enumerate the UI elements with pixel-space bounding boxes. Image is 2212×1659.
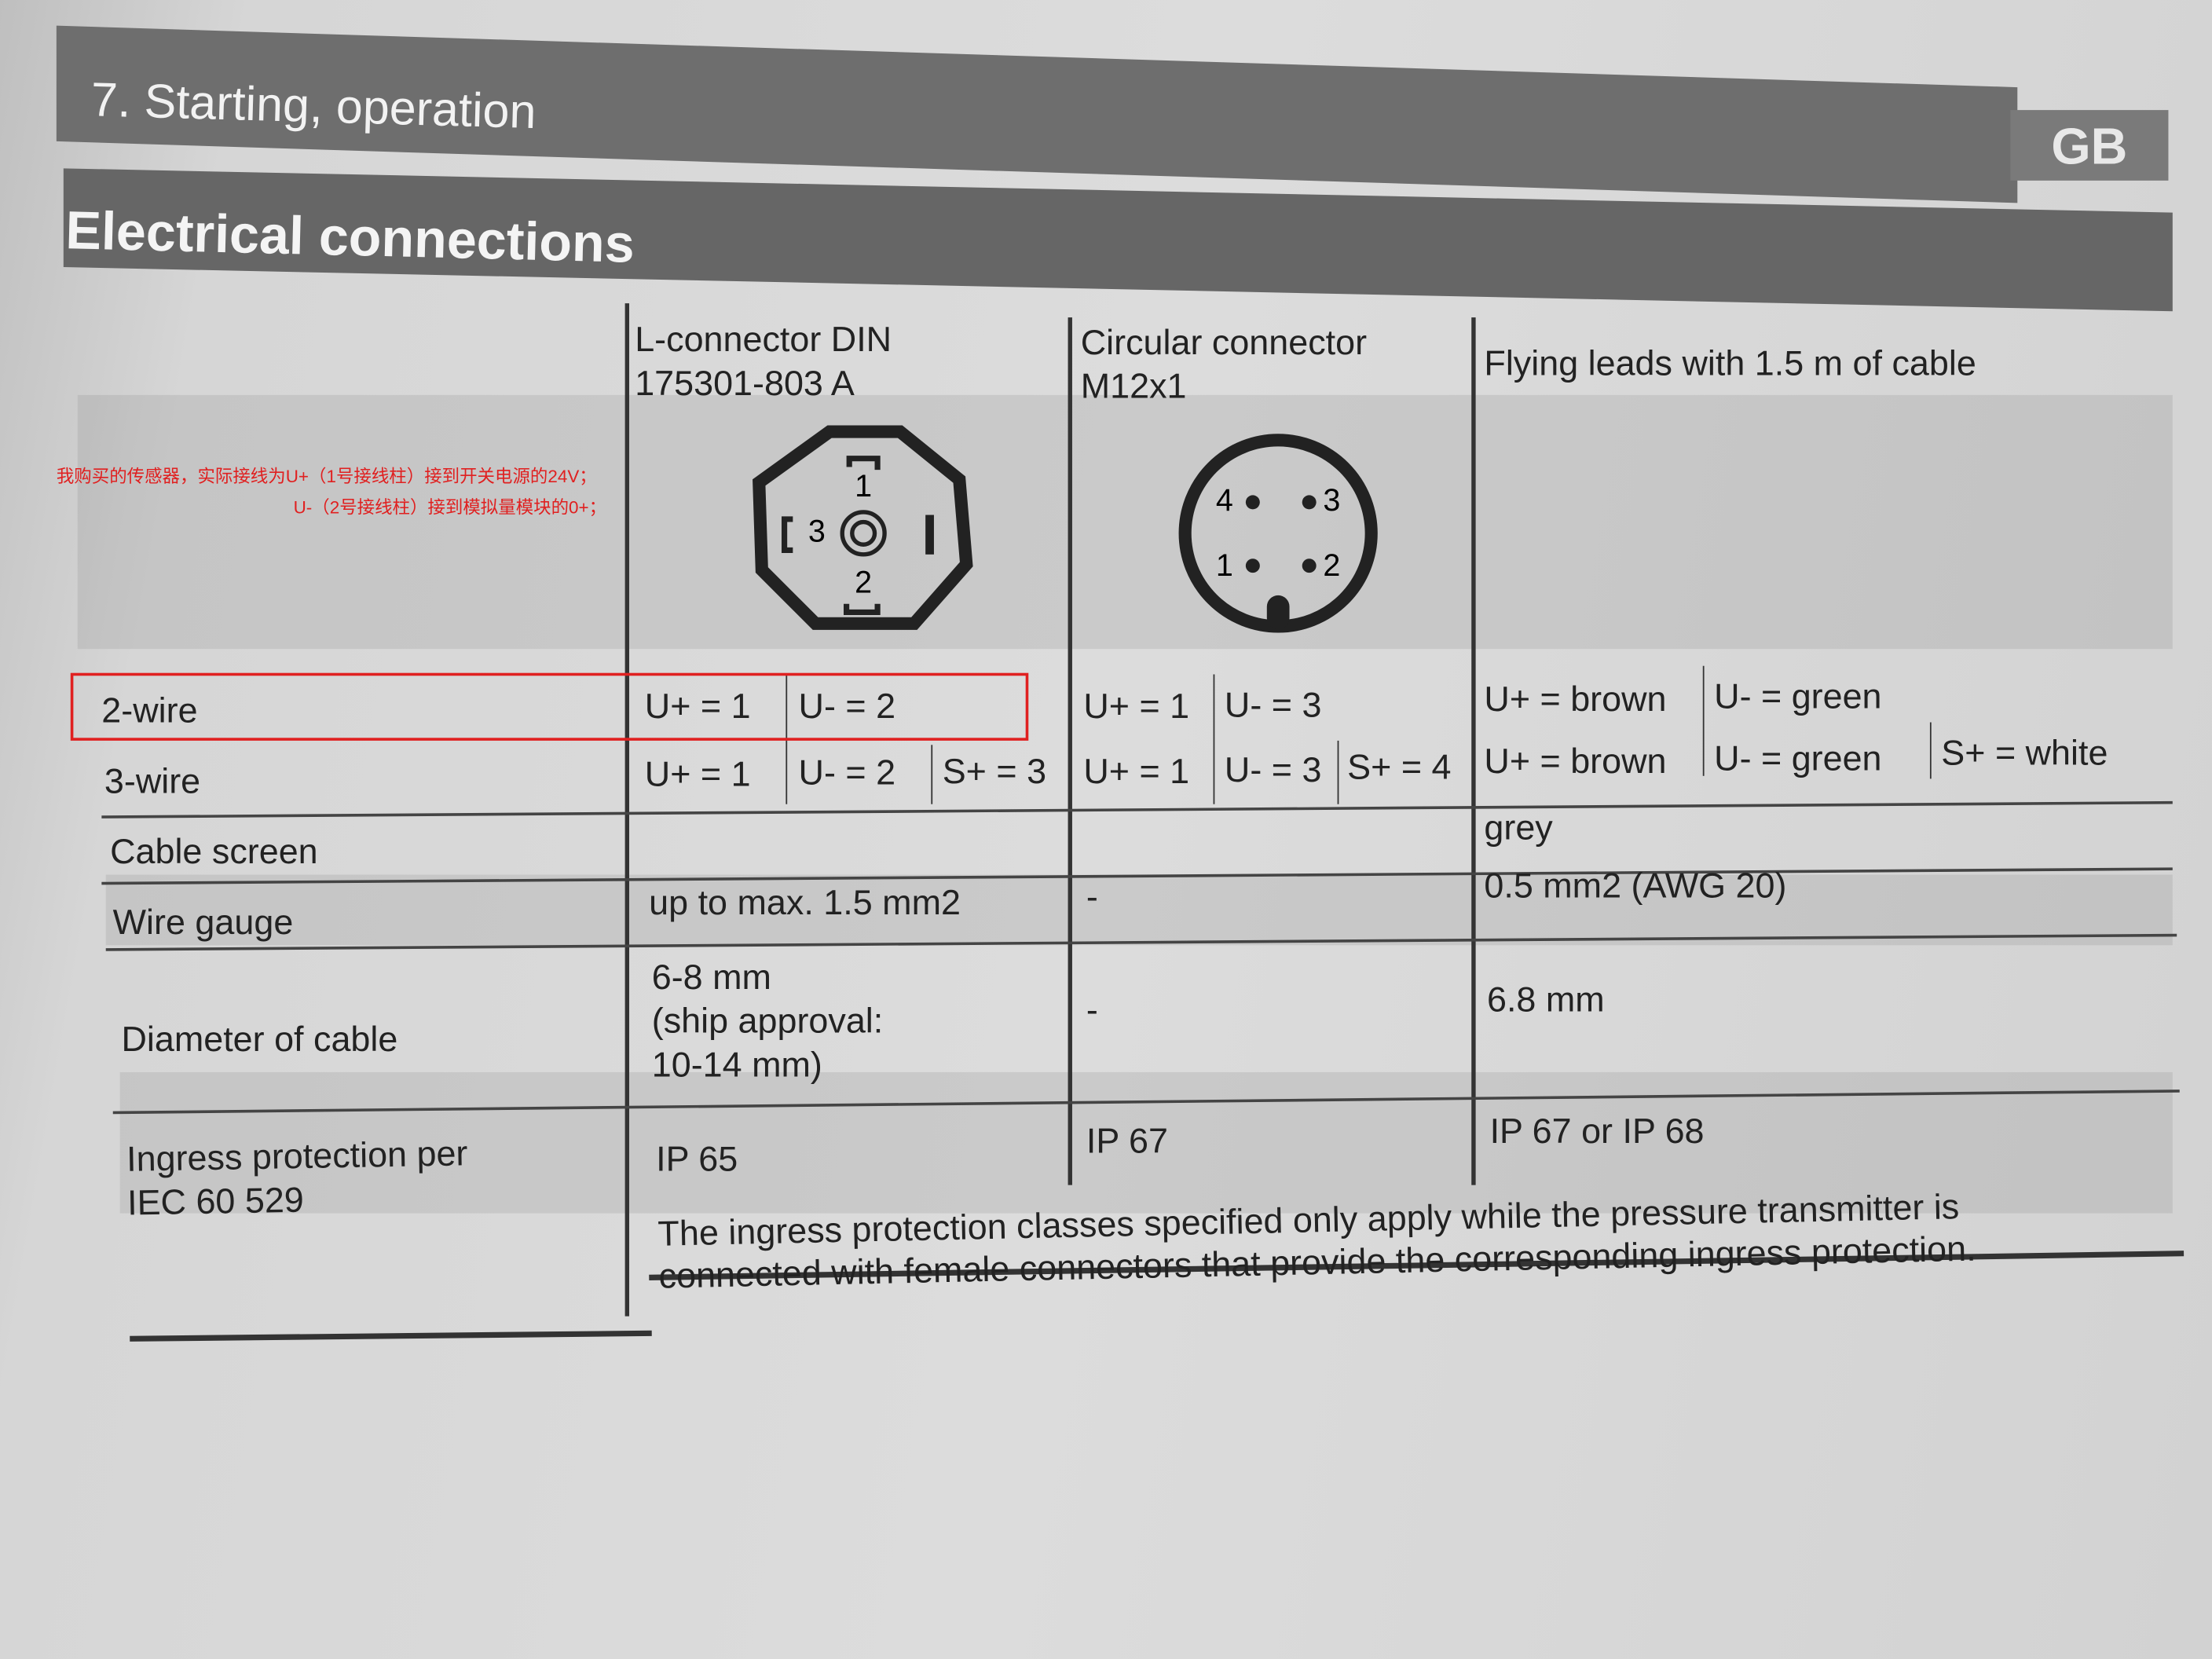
cell: S+ = white (1941, 733, 2108, 774)
column-header-din: L-connector DIN 175301-803 A (635, 320, 892, 404)
language-badge: GB (2010, 110, 2169, 181)
cell-divider (931, 745, 933, 804)
cell: U- = 2 (798, 753, 896, 793)
row-label-2-wire: 2-wire (101, 691, 198, 731)
column-header-leads: Flying leads with 1.5 m of cable (1484, 344, 1976, 384)
din-connector-diagram: 1 2 3 (753, 425, 973, 630)
cell: U+ = 1 (1083, 687, 1190, 727)
cell: grey (1484, 808, 1553, 848)
pin-label: 2 (1323, 548, 1340, 583)
cell-divider (1702, 665, 1705, 776)
row-label-diameter: Diameter of cable (121, 1020, 398, 1060)
annotation-line1: 我购买的传感器，实际接线为U+（1号接线柱）接到开关电源的24V； (56, 467, 597, 487)
row-shade (105, 874, 2173, 946)
annotation-line2: U-（2号接线柱）接到模拟量模块的0+； (293, 497, 607, 518)
cell: U- = 2 (798, 687, 896, 727)
pin-label: 1 (1216, 548, 1233, 583)
cell: 6-8 mm (ship approval: 10-14 mm) (651, 958, 884, 1086)
cell: IP 67 or IP 68 (1489, 1111, 1705, 1152)
column-divider (624, 303, 630, 1317)
cell-divider (1213, 674, 1215, 804)
cell-divider (1337, 740, 1339, 804)
row-label-wire-gauge: Wire gauge (112, 903, 294, 943)
row-label-3-wire: 3-wire (104, 761, 201, 802)
column-divider (1471, 317, 1476, 1185)
cell: IP 65 (656, 1140, 738, 1180)
column-header-m12: Circular connector M12x1 (1080, 323, 1368, 407)
cell: U+ = 1 (644, 687, 751, 727)
row-divider (101, 800, 2173, 819)
cell: U- = 3 (1224, 685, 1322, 726)
header-shade (77, 394, 2173, 650)
cell: U+ = 1 (1083, 752, 1190, 792)
pin-label: 4 (1216, 483, 1233, 518)
m12-connector-diagram: 4 3 1 2 (1178, 434, 1378, 633)
cell: 6.8 mm (1486, 980, 1605, 1020)
pin-label: 3 (808, 515, 826, 549)
cell: IP 67 (1086, 1121, 1168, 1162)
cell: S+ = 4 (1347, 747, 1452, 788)
table-bottom (130, 1330, 652, 1342)
cell: U+ = 1 (644, 754, 751, 795)
column-divider (1068, 317, 1072, 1185)
cell-divider (1929, 722, 1932, 779)
row-label-cable-screen: Cable screen (110, 832, 318, 872)
cell: U- = green (1714, 739, 1882, 779)
cell: - (1086, 877, 1098, 917)
cell: U- = 3 (1224, 750, 1322, 790)
pin-label: 2 (855, 565, 872, 599)
pin-label: 3 (1323, 483, 1340, 518)
cell: U- = green (1714, 677, 1882, 717)
cell: S+ = 3 (942, 752, 1047, 792)
cell: U+ = brown (1484, 679, 1667, 720)
cell: 0.5 mm2 (AWG 20) (1484, 866, 1787, 906)
pin-label: 1 (855, 469, 872, 504)
cell: up to max. 1.5 mm2 (649, 883, 961, 923)
cell: U+ = brown (1484, 742, 1667, 782)
cell: - (1086, 990, 1098, 1031)
highlight-box (70, 672, 1029, 741)
row-label-ingress: Ingress protection per IEC 60 529 (126, 1133, 468, 1224)
